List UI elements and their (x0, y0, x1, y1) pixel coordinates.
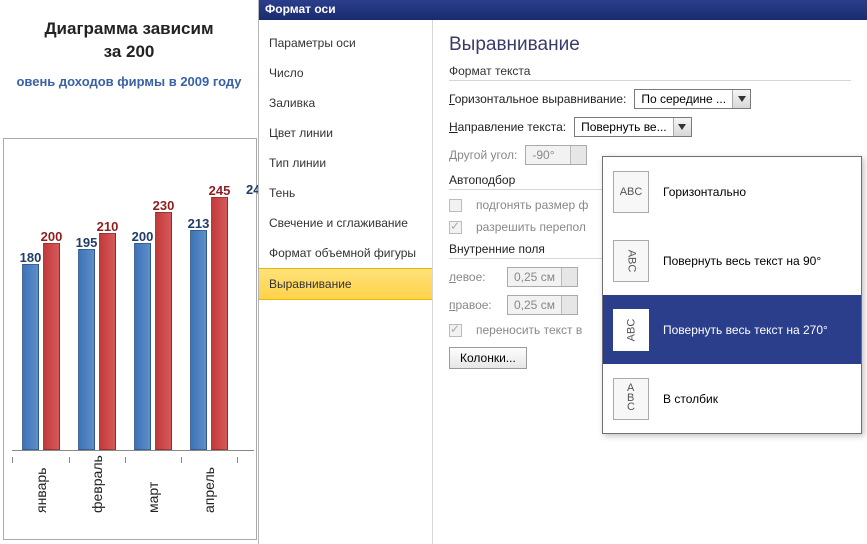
spinner-buttons (561, 296, 577, 314)
sidebar-item[interactable]: Заливка (259, 88, 432, 118)
text-direction-option[interactable]: ABC Горизонтально (603, 157, 861, 226)
checkbox-checked-icon (449, 324, 462, 337)
chart-subtitle: овень доходов фирмы в 2009 году (0, 64, 258, 89)
wrap-label: переносить текст в (476, 323, 582, 337)
text-direction-option[interactable]: ABC Повернуть весь текст на 90° (603, 226, 861, 295)
chart-bar: 245 (211, 197, 228, 450)
chart-bar: 200 (43, 243, 60, 450)
sidebar-item[interactable]: Формат объемной фигуры (259, 238, 432, 268)
x-tick (181, 457, 182, 463)
text-direction-option[interactable]: ABC В столбик (603, 364, 861, 433)
direction-icon: ABC (613, 378, 649, 420)
direction-option-label: Горизонтально (663, 185, 746, 199)
right-margin-label: правое: (449, 298, 499, 312)
chart-area: Диаграмма зависим за 200 овень доходов ф… (0, 0, 258, 544)
direction-icon: ABC (613, 309, 649, 351)
chart-bar: 230 (155, 212, 172, 450)
text-direction-popup: ABC Горизонтально ABC Повернуть весь текст … (602, 156, 862, 434)
direction-option-label: В столбик (663, 392, 718, 406)
bar-value-label: 200 (132, 229, 154, 244)
chart-bar: 195 (78, 249, 95, 451)
other-angle-spinner: -90° (525, 145, 587, 165)
bar-value-label: 210 (97, 219, 119, 234)
other-angle-value: -90° (526, 148, 570, 162)
left-margin-spinner: 0,25 см (507, 267, 578, 287)
x-tick (125, 457, 126, 463)
sidebar-item[interactable]: Цвет линии (259, 118, 432, 148)
x-tick (69, 457, 70, 463)
x-axis-label: февраль (89, 497, 105, 513)
text-direction-option[interactable]: ABC Повернуть весь текст на 270° (603, 295, 861, 364)
chart-title-line1: Диаграмма зависим (44, 19, 213, 38)
bar-value-label: 200 (41, 229, 63, 244)
sidebar-item[interactable]: Выравнивание (259, 268, 432, 300)
h-align-row: Горизонтальное выравнивание: По середине… (449, 89, 851, 109)
chart-plot: 18020019521020023021324524 (12, 141, 254, 451)
direction-option-label: Повернуть весь текст на 90° (663, 254, 821, 268)
chart-title-line2: за 200 (104, 42, 155, 61)
x-tick (12, 457, 13, 463)
chart-bar: 200 (134, 243, 151, 450)
sidebar: Параметры осиЧислоЗаливкаЦвет линииТип л… (259, 20, 433, 544)
h-align-label: Горизонтальное выравнивание: (449, 92, 626, 106)
autofit-opt2-label: разрешить перепол (476, 220, 586, 234)
direction-combo[interactable]: Повернуть ве... (574, 117, 692, 137)
columns-button[interactable]: Колонки... (449, 347, 527, 369)
chart-title: Диаграмма зависим за 200 (0, 0, 258, 64)
chart-bar: 213 (190, 230, 207, 450)
sidebar-item[interactable]: Тень (259, 178, 432, 208)
other-angle-label: Другой угол: (449, 148, 517, 162)
sidebar-item[interactable]: Число (259, 58, 432, 88)
bar-value-label: 195 (76, 235, 98, 250)
spinner-buttons (570, 146, 586, 164)
sidebar-item[interactable]: Свечение и сглаживание (259, 208, 432, 238)
checkbox-checked-icon (449, 221, 462, 234)
chevron-down-icon[interactable] (732, 90, 750, 108)
x-labels-area: январь февраль март апрель (12, 465, 254, 535)
autofit-opt1-label: подгонять размер ф (476, 198, 588, 212)
left-margin-value: 0,25 см (508, 270, 561, 284)
sidebar-item[interactable]: Тип линии (259, 148, 432, 178)
direction-option-label: Повернуть весь текст на 270° (663, 323, 828, 337)
direction-label: Направление текста: (449, 120, 566, 134)
direction-icon: ABC (613, 240, 649, 282)
chevron-down-icon[interactable] (673, 118, 691, 136)
dialog-titlebar[interactable]: Формат оси (259, 0, 867, 20)
h-align-value: По середине ... (635, 92, 732, 106)
bar-value-label: 180 (20, 250, 42, 265)
x-axis-label: апрель (201, 497, 217, 513)
left-margin-label: левое: (449, 270, 499, 284)
chart-plot-wrapper: 18020019521020023021324524 январьфевраль… (3, 138, 257, 540)
chart-bar: 180 (22, 264, 39, 450)
bar-value-label: 230 (153, 198, 175, 213)
direction-row: Направление текста: Повернуть ве... (449, 117, 851, 137)
x-tick (237, 457, 238, 463)
x-axis-label: январь (33, 497, 49, 513)
checkbox-icon (449, 199, 462, 212)
sidebar-item[interactable]: Параметры оси (259, 28, 432, 58)
right-margin-spinner: 0,25 см (507, 295, 578, 315)
x-axis-label: март (145, 497, 161, 513)
content-heading: Выравнивание (449, 34, 851, 56)
direction-icon: ABC (613, 171, 649, 213)
right-margin-value: 0,25 см (508, 298, 561, 312)
direction-value: Повернуть ве... (575, 120, 673, 134)
text-format-group-label: Формат текста (449, 64, 851, 81)
dialog-title: Формат оси (265, 2, 336, 16)
h-align-combo[interactable]: По середине ... (634, 89, 751, 109)
chart-bar: 210 (99, 233, 116, 450)
bar-value-label: 245 (209, 183, 231, 198)
bar-value-label: 213 (188, 216, 210, 231)
spinner-buttons (561, 268, 577, 286)
